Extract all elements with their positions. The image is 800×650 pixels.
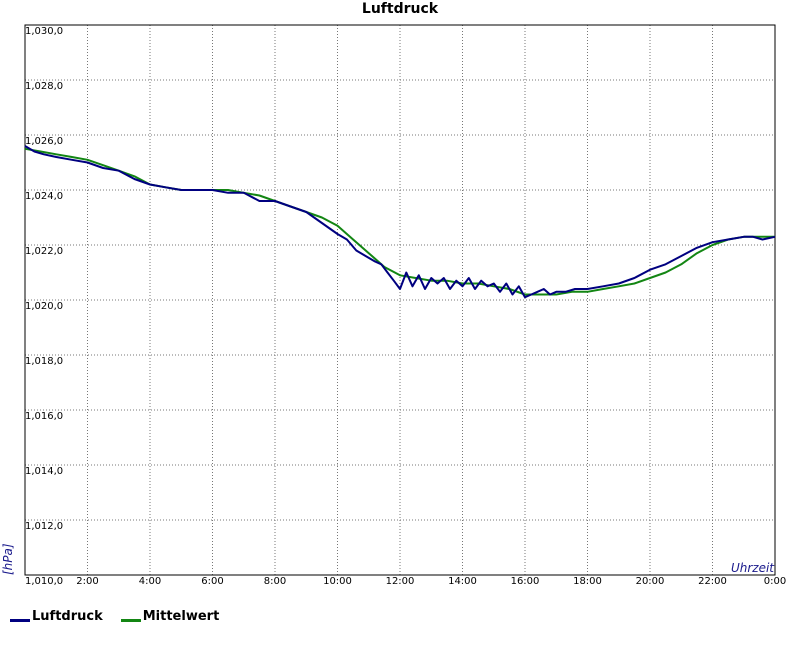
y-tick-label: 1,020,0: [25, 301, 63, 312]
y-tick-label: 1,018,0: [25, 356, 63, 367]
x-tick-label: 0:00: [764, 576, 786, 587]
x-tick-label: 20:00: [636, 576, 665, 587]
x-axis-label: Uhrzeit: [731, 561, 775, 575]
y-tick-label: 1,012,0: [25, 521, 63, 532]
x-tick-label: 12:00: [386, 576, 415, 587]
y-tick-label: 1,028,0: [25, 81, 63, 92]
grid-lines: [25, 25, 775, 575]
y-tick-label: 1,014,0: [25, 466, 63, 477]
x-tick-label: 18:00: [573, 576, 602, 587]
x-tick-label: 16:00: [511, 576, 540, 587]
y-tick-label: 1,016,0: [25, 411, 63, 422]
x-tick-label: 2:00: [76, 576, 98, 587]
series-lines: [24, 145, 776, 299]
legend-swatch-mittelwert: [120, 619, 141, 622]
y-tick-label: 1,022,0: [25, 246, 63, 257]
y-axis-ticks: 1,010,0 1,012,0 1,014,0 1,016,0 1,018,0 1,020…: [25, 26, 63, 587]
y-tick-label: 1,026,0: [25, 136, 63, 147]
legend: Luftdruck Mittelwert: [10, 609, 219, 624]
legend-label-luftdruck: Luftdruck: [32, 609, 103, 624]
legend-swatch-luftdruck: [10, 619, 30, 622]
y-tick-label: 1,010,0: [25, 576, 63, 587]
x-tick-label: 10:00: [323, 576, 352, 587]
chart-title: Luftdruck: [362, 1, 439, 17]
legend-item-mittelwert: Mittelwert: [120, 609, 220, 624]
x-tick-label: 4:00: [139, 576, 161, 587]
x-tick-label: 14:00: [448, 576, 477, 587]
legend-item-luftdruck: Luftdruck: [10, 609, 103, 624]
plot-frame: [24, 24, 776, 576]
series-line-mittelwert: [24, 147, 775, 296]
x-tick-label: 8:00: [264, 576, 286, 587]
y-tick-label: 1,024,0: [25, 191, 63, 202]
y-axis-label: [hPa]: [1, 543, 15, 575]
x-axis-ticks: 2:00 4:00 6:00 8:00 10:00 12:00 14:00 16:00 18:0…: [76, 576, 786, 587]
legend-label-mittelwert: Mittelwert: [142, 609, 220, 624]
y-tick-label: 1,030,0: [25, 26, 63, 37]
series-line-luftdruck: [24, 145, 776, 299]
x-tick-label: 6:00: [201, 576, 223, 587]
x-tick-label: 22:00: [698, 576, 727, 587]
